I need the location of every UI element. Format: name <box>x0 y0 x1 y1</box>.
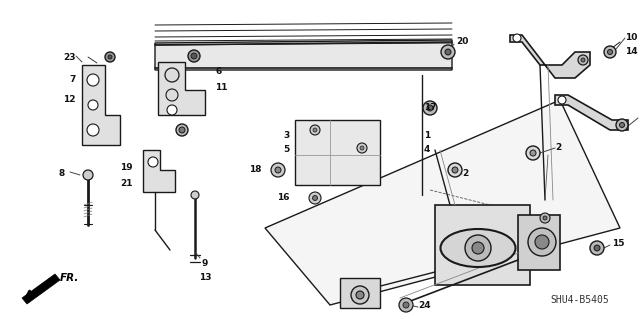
Circle shape <box>604 46 616 58</box>
Circle shape <box>360 146 364 150</box>
Circle shape <box>309 192 321 204</box>
Text: 3: 3 <box>284 130 290 139</box>
Circle shape <box>191 191 199 199</box>
Circle shape <box>275 167 281 173</box>
Text: 9: 9 <box>202 259 208 269</box>
Circle shape <box>581 58 585 62</box>
Circle shape <box>356 291 364 299</box>
Circle shape <box>578 55 588 65</box>
Text: 24: 24 <box>418 301 431 310</box>
Circle shape <box>167 105 177 115</box>
Text: 2: 2 <box>555 144 561 152</box>
Text: FR.: FR. <box>60 273 79 283</box>
Circle shape <box>423 101 437 115</box>
Circle shape <box>166 89 178 101</box>
Polygon shape <box>82 65 120 145</box>
Circle shape <box>188 50 200 62</box>
Circle shape <box>312 196 317 201</box>
Bar <box>295 120 380 185</box>
Circle shape <box>448 163 462 177</box>
Polygon shape <box>555 95 628 130</box>
Circle shape <box>543 216 547 220</box>
Text: 6: 6 <box>215 68 221 77</box>
Circle shape <box>165 68 179 82</box>
Circle shape <box>513 34 521 42</box>
Circle shape <box>427 105 433 111</box>
Circle shape <box>191 53 197 59</box>
Circle shape <box>594 245 600 251</box>
Text: 1: 1 <box>424 130 430 139</box>
Circle shape <box>445 49 451 55</box>
Polygon shape <box>143 150 175 192</box>
Polygon shape <box>518 215 560 270</box>
Text: 7: 7 <box>70 76 76 85</box>
Text: 20: 20 <box>456 38 468 47</box>
Text: 2: 2 <box>462 168 468 177</box>
Text: 21: 21 <box>120 179 133 188</box>
Text: 23: 23 <box>63 53 76 62</box>
Circle shape <box>403 302 409 308</box>
Circle shape <box>105 52 115 62</box>
Circle shape <box>558 96 566 104</box>
Text: 5: 5 <box>284 145 290 154</box>
Text: 8: 8 <box>59 169 65 179</box>
Circle shape <box>313 128 317 132</box>
Circle shape <box>310 125 320 135</box>
Text: 17: 17 <box>424 102 437 112</box>
Circle shape <box>540 213 550 223</box>
Circle shape <box>351 286 369 304</box>
Circle shape <box>83 170 93 180</box>
Circle shape <box>465 235 491 261</box>
Circle shape <box>87 124 99 136</box>
Polygon shape <box>340 278 380 308</box>
Circle shape <box>399 298 413 312</box>
Polygon shape <box>22 274 60 304</box>
Polygon shape <box>158 62 205 115</box>
Text: 18: 18 <box>250 166 262 174</box>
Polygon shape <box>510 35 590 78</box>
Circle shape <box>179 127 185 133</box>
Circle shape <box>535 235 549 249</box>
Circle shape <box>590 241 604 255</box>
Circle shape <box>452 167 458 173</box>
Circle shape <box>620 122 625 128</box>
Circle shape <box>357 143 367 153</box>
Text: 19: 19 <box>120 164 133 173</box>
Circle shape <box>271 163 285 177</box>
Circle shape <box>607 49 612 55</box>
Circle shape <box>616 119 628 131</box>
Text: 10: 10 <box>625 33 637 41</box>
Text: 11: 11 <box>215 84 227 93</box>
Ellipse shape <box>440 229 515 267</box>
Polygon shape <box>435 205 530 285</box>
Text: SHU4-B5405: SHU4-B5405 <box>550 295 609 305</box>
Text: 15: 15 <box>612 240 625 249</box>
Circle shape <box>526 146 540 160</box>
Circle shape <box>472 242 484 254</box>
Circle shape <box>530 150 536 156</box>
Circle shape <box>88 100 98 110</box>
Text: 12: 12 <box>63 95 76 105</box>
Text: 4: 4 <box>424 145 430 154</box>
Polygon shape <box>265 100 620 305</box>
Circle shape <box>108 55 112 59</box>
Polygon shape <box>155 40 452 70</box>
Circle shape <box>176 124 188 136</box>
Text: 14: 14 <box>625 48 637 56</box>
Circle shape <box>87 74 99 86</box>
Circle shape <box>441 45 455 59</box>
Circle shape <box>528 228 556 256</box>
Circle shape <box>148 157 158 167</box>
Text: 16: 16 <box>278 194 290 203</box>
Text: 13: 13 <box>199 273 211 283</box>
